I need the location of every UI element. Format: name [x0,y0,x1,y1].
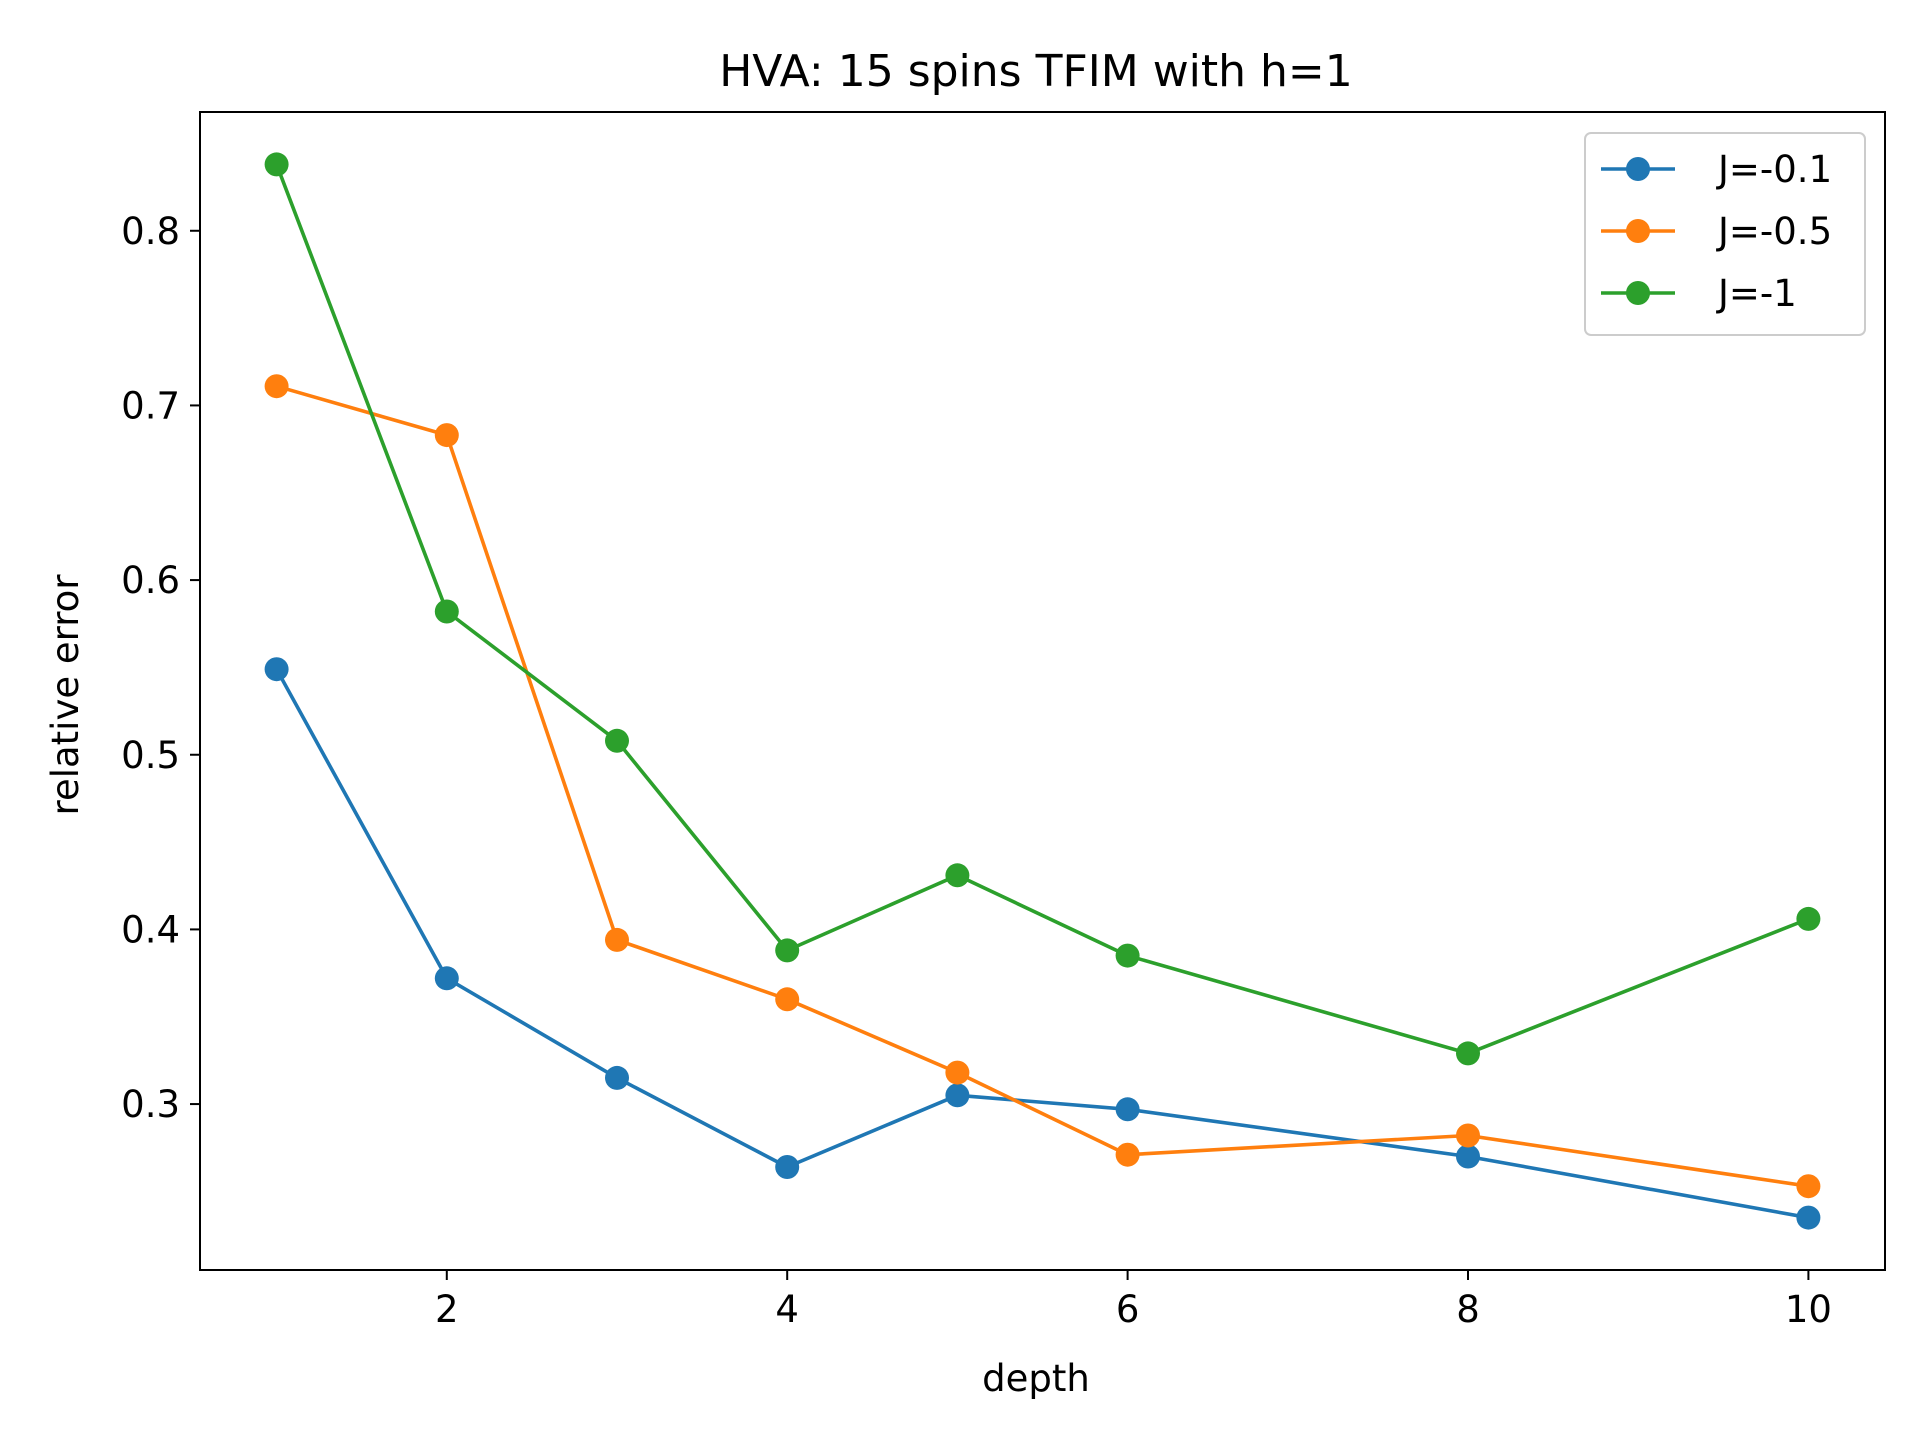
legend: J=-0.1 J=-0.5 J=-1 [1584,132,1866,336]
data-point [1115,1097,1140,1122]
y-tick-label: 0.6 [121,559,180,602]
data-point [264,657,289,682]
y-tick-label: 0.4 [121,908,180,951]
plot-area [264,152,1821,1230]
y-tick-label: 0.8 [121,210,180,253]
data-point [1796,1174,1821,1199]
data-point [1115,1142,1140,1167]
legend-marker [1626,281,1650,305]
axes-border [199,111,1886,1271]
series-line [274,666,1811,1220]
x-tick-label: 4 [775,1288,799,1331]
y-axis: 0.3 0.4 0.5 0.6 0.7 0.8 [121,210,200,1126]
data-point [1115,943,1140,968]
series-2 [264,374,1821,1199]
data-point [605,1065,629,1090]
series-line [274,383,1811,1189]
legend-marker [1626,157,1650,181]
x-axis-label: depth [982,1357,1090,1400]
data-point [434,599,459,624]
data-point [264,152,289,177]
data-point [1456,1144,1480,1169]
legend-box [1584,132,1866,336]
data-point [605,728,629,753]
y-tick-label: 0.7 [121,384,180,427]
y-tick-label: 0.5 [121,734,180,777]
data-point [1796,1205,1821,1230]
x-tick-label: 10 [1785,1288,1832,1331]
legend-marker [1626,219,1650,243]
data-point [434,966,459,991]
legend-entry: J=-0.5 [1601,210,1832,253]
data-point [775,1155,800,1179]
y-tick-label: 0.3 [121,1083,180,1126]
chart-title: HVA: 15 spins TFIM with h=1 [719,46,1353,97]
series-3 [264,152,1821,1066]
data-point [945,1060,970,1085]
data-point [1456,1041,1480,1066]
legend-entry: J=-0.1 [1601,148,1832,191]
x-tick-label: 6 [1116,1288,1140,1331]
legend-label: J=-0.1 [1716,148,1832,191]
data-point [945,863,970,888]
data-point [945,1083,970,1108]
series-line [274,162,1811,1056]
data-point [775,938,800,963]
legend-label: J=-0.5 [1716,210,1832,253]
legend-label: J=-1 [1716,272,1797,315]
data-point [1456,1123,1480,1148]
axes-frame [199,111,1886,1271]
data-point [264,374,289,399]
data-point [775,987,800,1012]
data-point [1796,906,1821,931]
x-axis: 2 4 6 8 10 [435,1270,1832,1331]
data-point [434,423,459,448]
series-1 [264,657,1821,1230]
data-point [605,927,629,952]
x-tick-label: 2 [435,1288,459,1331]
x-tick-label: 8 [1456,1288,1480,1331]
legend-entry: J=-1 [1601,272,1797,315]
y-axis-label: relative error [44,574,87,816]
